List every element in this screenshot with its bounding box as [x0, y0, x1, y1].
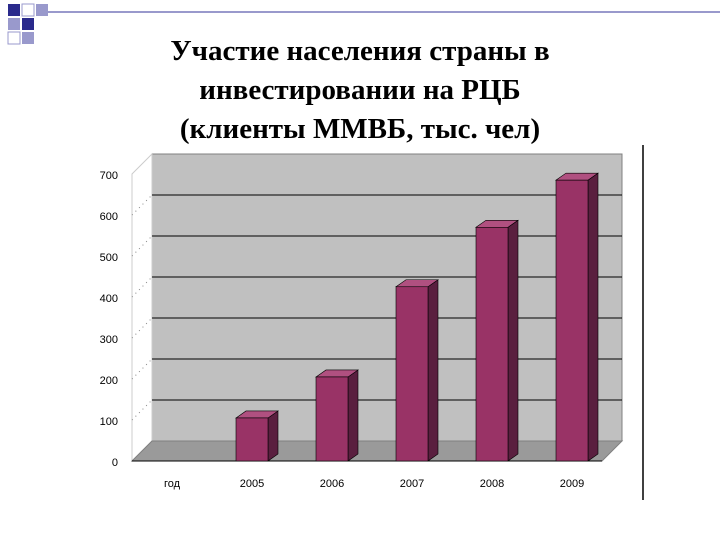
title-line: (клиенты ММВБ, тыс. чел): [180, 113, 540, 145]
y-tick-label: 700: [100, 170, 118, 182]
side-wall: [131, 152, 153, 463]
x-tick-label: 2009: [560, 478, 584, 490]
y-tick-label: 400: [100, 293, 118, 305]
bar: [555, 179, 589, 462]
bar-side: [507, 219, 519, 462]
floor: [130, 440, 624, 462]
back-wall: [151, 153, 623, 442]
bar: [395, 286, 429, 462]
y-tick-label: 500: [100, 252, 118, 264]
title-line: инвестировании на РЦБ: [199, 74, 520, 106]
y-tick-label: 100: [100, 416, 118, 428]
x-tick-label: год: [164, 478, 181, 490]
decoration: [7, 3, 720, 500]
x-tick-label: 2005: [240, 478, 264, 490]
bar-side: [347, 369, 359, 462]
y-tick-label: 0: [112, 457, 118, 469]
y-tick-label: 300: [100, 334, 118, 346]
bar-side: [267, 410, 279, 462]
y-tick-label: 600: [100, 211, 118, 223]
bar: [475, 227, 509, 462]
y-tick-label: 200: [100, 375, 118, 387]
x-tick-label: 2008: [480, 478, 504, 490]
bar: [235, 417, 269, 462]
bar-side: [587, 172, 599, 462]
x-tick-label: 2007: [400, 478, 424, 490]
bar-side: [427, 279, 439, 462]
bar: [315, 376, 349, 462]
x-tick-label: 2006: [320, 478, 344, 490]
plot: 0 100 200 300 400 500 600 700 год 2005 2006 2007 200…: [100, 152, 624, 490]
title-line: Участие населения страны в: [170, 35, 549, 67]
